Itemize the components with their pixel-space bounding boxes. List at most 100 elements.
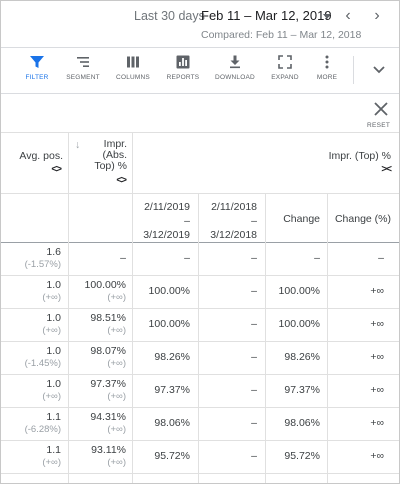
cell-period-current: 100.00% <box>148 285 190 297</box>
subheader-change-pct[interactable]: Change (%) <box>334 213 391 225</box>
date-range-label: Last 30 days <box>134 9 205 23</box>
reports-label: REPORTS <box>166 74 200 81</box>
cell-period-previous: – <box>251 417 257 429</box>
cell-change-pct: +∞ <box>370 384 384 396</box>
cell-avg-pos: 1.0 <box>46 378 61 390</box>
filter-icon <box>30 56 44 68</box>
expand-icon <box>278 55 292 69</box>
cell-impr-abs: – <box>120 252 126 264</box>
cell-impr-abs-change: (+∞) <box>107 292 126 303</box>
reports-icon <box>176 55 190 69</box>
cell-period-current: 98.06% <box>154 417 190 429</box>
cell-change-pct: +∞ <box>370 450 384 462</box>
cell-change: 95.72% <box>284 450 320 462</box>
cell-impr-abs: 94.31% <box>90 411 126 423</box>
cell-avg-pos-change: (-6.28%) <box>24 424 61 435</box>
cell-change: 98.26% <box>284 351 320 363</box>
column-header-avg-pos[interactable]: Avg. pos. <box>19 150 63 162</box>
next-period-icon[interactable]: › <box>374 7 380 24</box>
cell-avg-pos: 1.1 <box>46 444 61 456</box>
cell-period-current: – <box>184 252 190 264</box>
cell-period-previous: – <box>251 351 257 363</box>
cell-change: 98.06% <box>284 417 320 429</box>
cell-impr-abs: 93.11% <box>91 444 126 456</box>
chevron-down-icon[interactable] <box>369 62 389 78</box>
download-icon <box>230 55 240 69</box>
reorder-icon[interactable]: <> <box>116 175 127 186</box>
header-line: (Abs. <box>102 149 127 161</box>
subheader-line: 2/11/2019 <box>144 201 190 213</box>
subheader-line: 3/12/2019 <box>143 229 190 241</box>
segment-icon <box>77 57 89 67</box>
cell-period-previous: – <box>251 252 257 264</box>
cell-avg-pos: 1.1 <box>46 411 61 423</box>
cell-period-previous: – <box>251 318 257 330</box>
more-label: MORE <box>316 74 338 81</box>
subheader-line: – <box>251 215 257 227</box>
cell-impr-abs: 98.51% <box>90 312 126 324</box>
cell-avg-pos: 1.0 <box>46 345 61 357</box>
subheader-period-current[interactable]: 2/11/2019 – 3/12/2019 <box>133 200 190 242</box>
date-range-selector[interactable]: Feb 11 – Mar 12, 2019 <box>201 8 332 23</box>
cell-period-previous: – <box>251 450 257 462</box>
dropdown-arrow-icon[interactable] <box>323 14 331 19</box>
cell-period-current: 98.26% <box>154 351 190 363</box>
cell-avg-pos: 1.0 <box>46 279 61 291</box>
cell-change-pct: +∞ <box>370 318 384 330</box>
cell-period-previous: – <box>251 285 257 297</box>
cell-change-pct: +∞ <box>370 351 384 363</box>
expand-button[interactable]: EXPAND <box>257 54 313 88</box>
cell-change-pct: – <box>378 252 384 264</box>
cell-change: 100.00% <box>278 285 320 297</box>
reorder-icon[interactable]: <> <box>51 164 62 175</box>
more-button[interactable]: MORE <box>299 54 355 88</box>
toolbar-divider <box>353 56 354 84</box>
cell-avg-pos: 1.6 <box>46 246 61 258</box>
previous-period-icon[interactable]: ‹ <box>345 7 351 24</box>
compared-range: Compared: Feb 11 – Mar 12, 2018 <box>201 29 362 41</box>
cell-change: 97.37% <box>284 384 320 396</box>
sort-descending-icon[interactable]: ↓ <box>75 139 81 151</box>
cell-avg-pos-change: (+∞) <box>42 391 61 402</box>
cell-change: 100.00% <box>278 318 320 330</box>
filter-label: FILTER <box>25 74 49 81</box>
toolbar: FILTER SEGMENT COLUMNS REPORTS DOWNLOAD … <box>1 48 399 93</box>
reset-button[interactable]: RESET <box>367 122 391 129</box>
columns-button[interactable]: COLUMNS <box>105 54 161 88</box>
download-label: DOWNLOAD <box>215 74 255 81</box>
cell-avg-pos-change: (+∞) <box>42 457 61 468</box>
date-range-bar: Last 30 days Feb 11 – Mar 12, 2019 ‹ › C… <box>1 1 399 47</box>
cell-change: – <box>314 252 320 264</box>
reports-button[interactable]: REPORTS <box>155 54 211 88</box>
data-table: Avg. pos. <> ↓ Impr. (Abs. Top) % <> Imp… <box>1 132 399 483</box>
cell-period-previous: – <box>251 384 257 396</box>
column-header-impr-abs-top[interactable]: Impr. (Abs. Top) % <box>81 139 127 172</box>
cell-period-current: 97.37% <box>154 384 190 396</box>
more-icon <box>325 55 329 69</box>
cell-avg-pos-change: (+∞) <box>42 292 61 303</box>
cell-change-pct: +∞ <box>370 417 384 429</box>
divider <box>1 93 399 94</box>
cell-impr-abs: 100.00% <box>84 279 126 291</box>
cell-impr-abs-change: (+∞) <box>107 457 126 468</box>
reset-row: RESET <box>1 94 399 132</box>
segment-button[interactable]: SEGMENT <box>55 54 111 88</box>
subheader-change[interactable]: Change <box>283 213 320 225</box>
divider <box>1 47 399 48</box>
close-icon[interactable] <box>372 100 390 118</box>
subheader-period-previous[interactable]: 2/11/2018 – 3/12/2018 <box>199 200 257 242</box>
cell-impr-abs: 98.07% <box>90 345 126 357</box>
cell-impr-abs-change: (+∞) <box>107 391 126 402</box>
segment-label: SEGMENT <box>66 74 100 81</box>
cell-avg-pos: 1.0 <box>46 312 61 324</box>
collapse-columns-icon[interactable]: >< <box>381 164 392 175</box>
expand-label: EXPAND <box>271 74 299 81</box>
cell-impr-abs-change: (+∞) <box>107 325 126 336</box>
cell-impr-abs-change: (+∞) <box>107 358 126 369</box>
header-line: Top) % <box>94 160 127 172</box>
subheader-line: – <box>184 215 190 227</box>
column-header-impr-top[interactable]: Impr. (Top) % <box>328 150 391 162</box>
download-button[interactable]: DOWNLOAD <box>207 54 263 88</box>
cell-impr-abs: 97.37% <box>90 378 126 390</box>
filter-button[interactable]: FILTER <box>9 54 65 88</box>
